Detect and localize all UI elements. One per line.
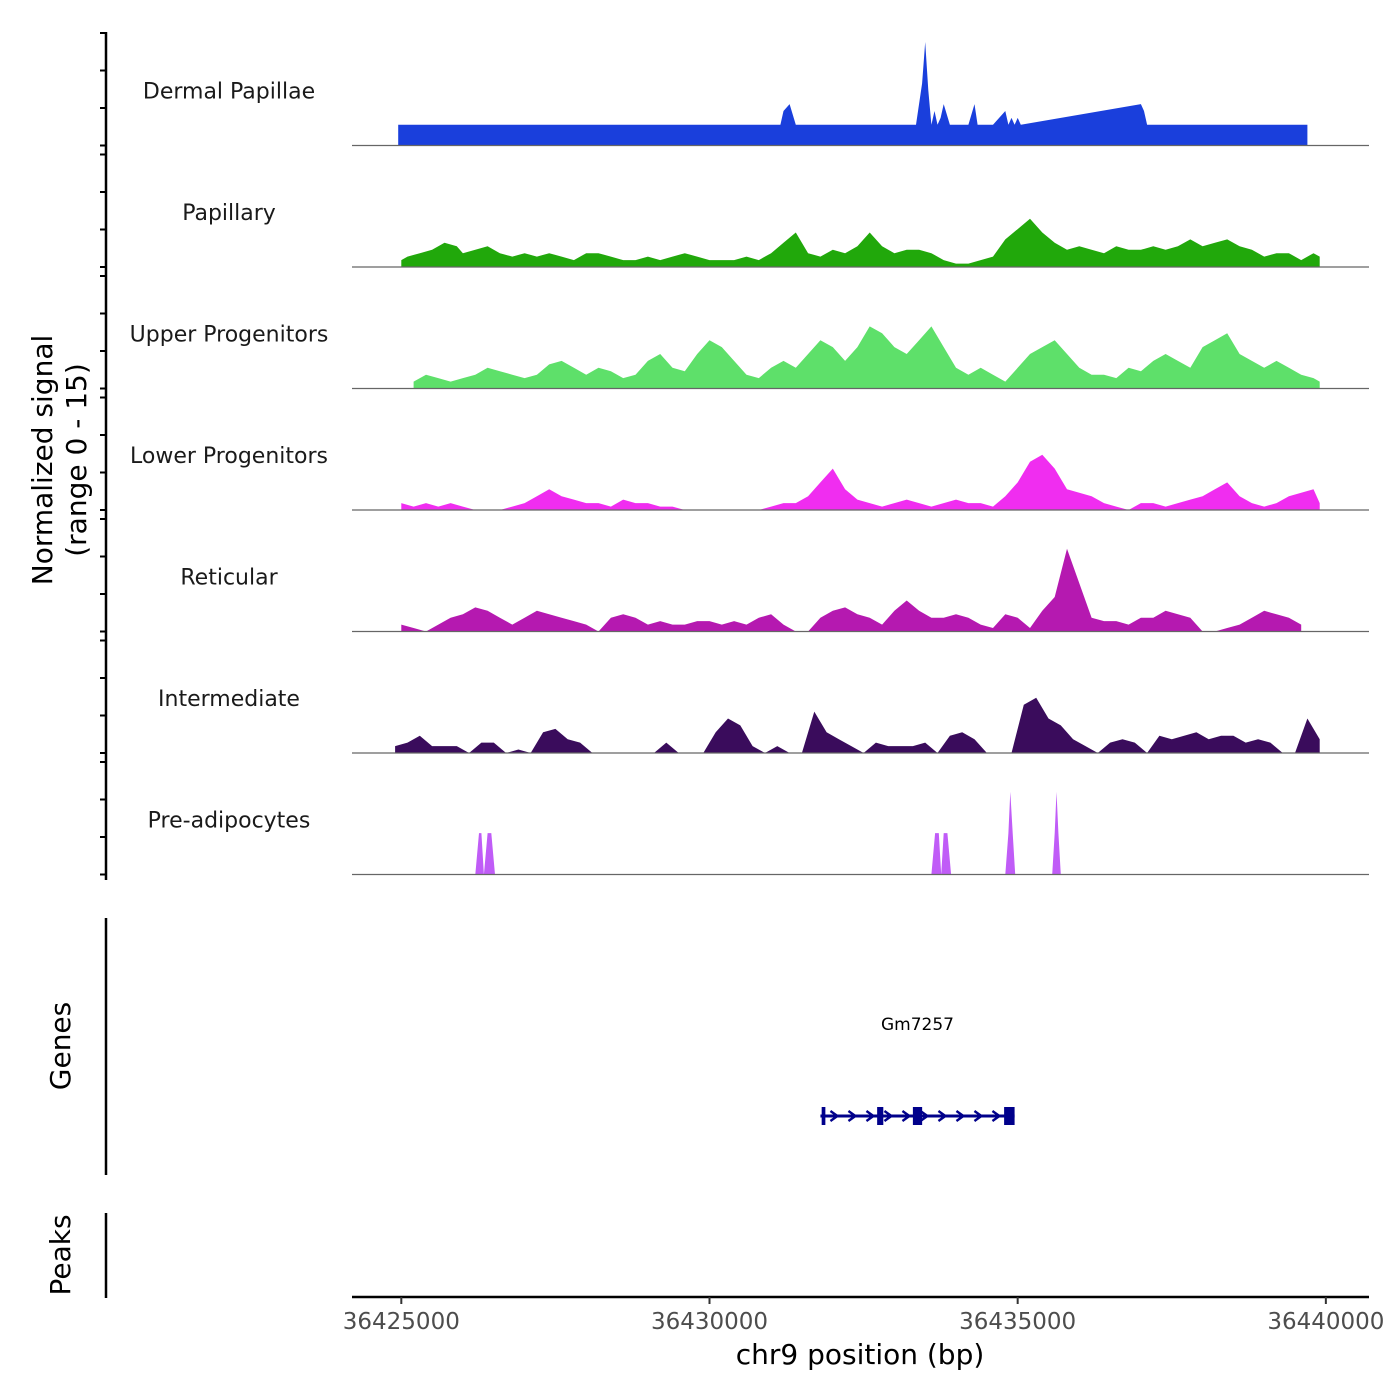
strand-arrow [955,1110,966,1122]
gene-track: Gm7257 [820,1015,1015,1125]
coverage-area-reticular [401,548,1302,632]
strand-arrow [865,1110,876,1122]
strand-arrow [937,1110,948,1122]
coverage-area-papillary [401,218,1320,267]
x-tick-label: 36440000 [1267,1309,1384,1335]
x-tick-label: 36430000 [651,1309,768,1335]
gene-exon [877,1107,884,1125]
gene-exon [912,1107,923,1125]
track-intermediate: Intermediate [158,687,1369,754]
track-papillary: Papillary [182,201,1369,268]
track-pre-adipocytes: Pre-adipocytes [148,791,1369,876]
strand-arrow [919,1110,930,1122]
strand-arrow [991,1110,1002,1122]
gene-exon [1004,1107,1015,1125]
coverage-area-dermal-papillae [398,42,1308,146]
ylabel-line1: Normalized signal [26,335,59,586]
strand-arrow [847,1110,858,1122]
track-label-pre-adipocytes: Pre-adipocytes [148,809,311,834]
track-upper-progenitors: Upper Progenitors [130,323,1369,390]
track-lower-progenitors: Lower Progenitors [130,444,1369,511]
track-label-papillary: Papillary [182,201,276,226]
gene-gm7257: Gm7257 [820,1015,1015,1125]
x-axis-title: chr9 position (bp) [736,1338,985,1371]
track-label-upper-progenitors: Upper Progenitors [130,323,329,348]
gene-label: Gm7257 [881,1015,954,1035]
genes-track-label: Genes [44,1002,77,1090]
coverage-tracks: Dermal Papillae Papillary Upper Progenitor… [130,42,1369,876]
track-label-dermal-papillae: Dermal Papillae [143,80,315,105]
strand-arrow [829,1110,840,1122]
coverage-area-lower-progenitors [401,454,1320,510]
track-dermal-papillae: Dermal Papillae [143,42,1369,147]
track-reticular: Reticular [180,548,1369,633]
strand-arrow [883,1110,894,1122]
strand-arrow [901,1110,912,1122]
coverage-area-intermediate [395,697,1320,753]
x-tick-label: 36435000 [959,1309,1076,1335]
ylabel-line2: (range 0 - 15) [60,363,93,557]
track-label-intermediate: Intermediate [158,687,300,712]
coverage-area-upper-progenitors [413,326,1320,389]
x-tick-label: 36425000 [343,1309,460,1335]
coverage-area-pre-adipocytes [475,791,1061,875]
signal-axis-ticks [100,32,106,876]
track-label-reticular: Reticular [180,566,278,591]
gene-exon [821,1107,826,1125]
track-label-lower-progenitors: Lower Progenitors [130,444,328,469]
peaks-track-label: Peaks [44,1214,77,1295]
y-axis-title: Normalized signal (range 0 - 15) [26,335,93,586]
strand-arrow [973,1110,984,1122]
x-axis-ticks: 36425000 36430000 36435000 36440000 [343,1297,1384,1335]
